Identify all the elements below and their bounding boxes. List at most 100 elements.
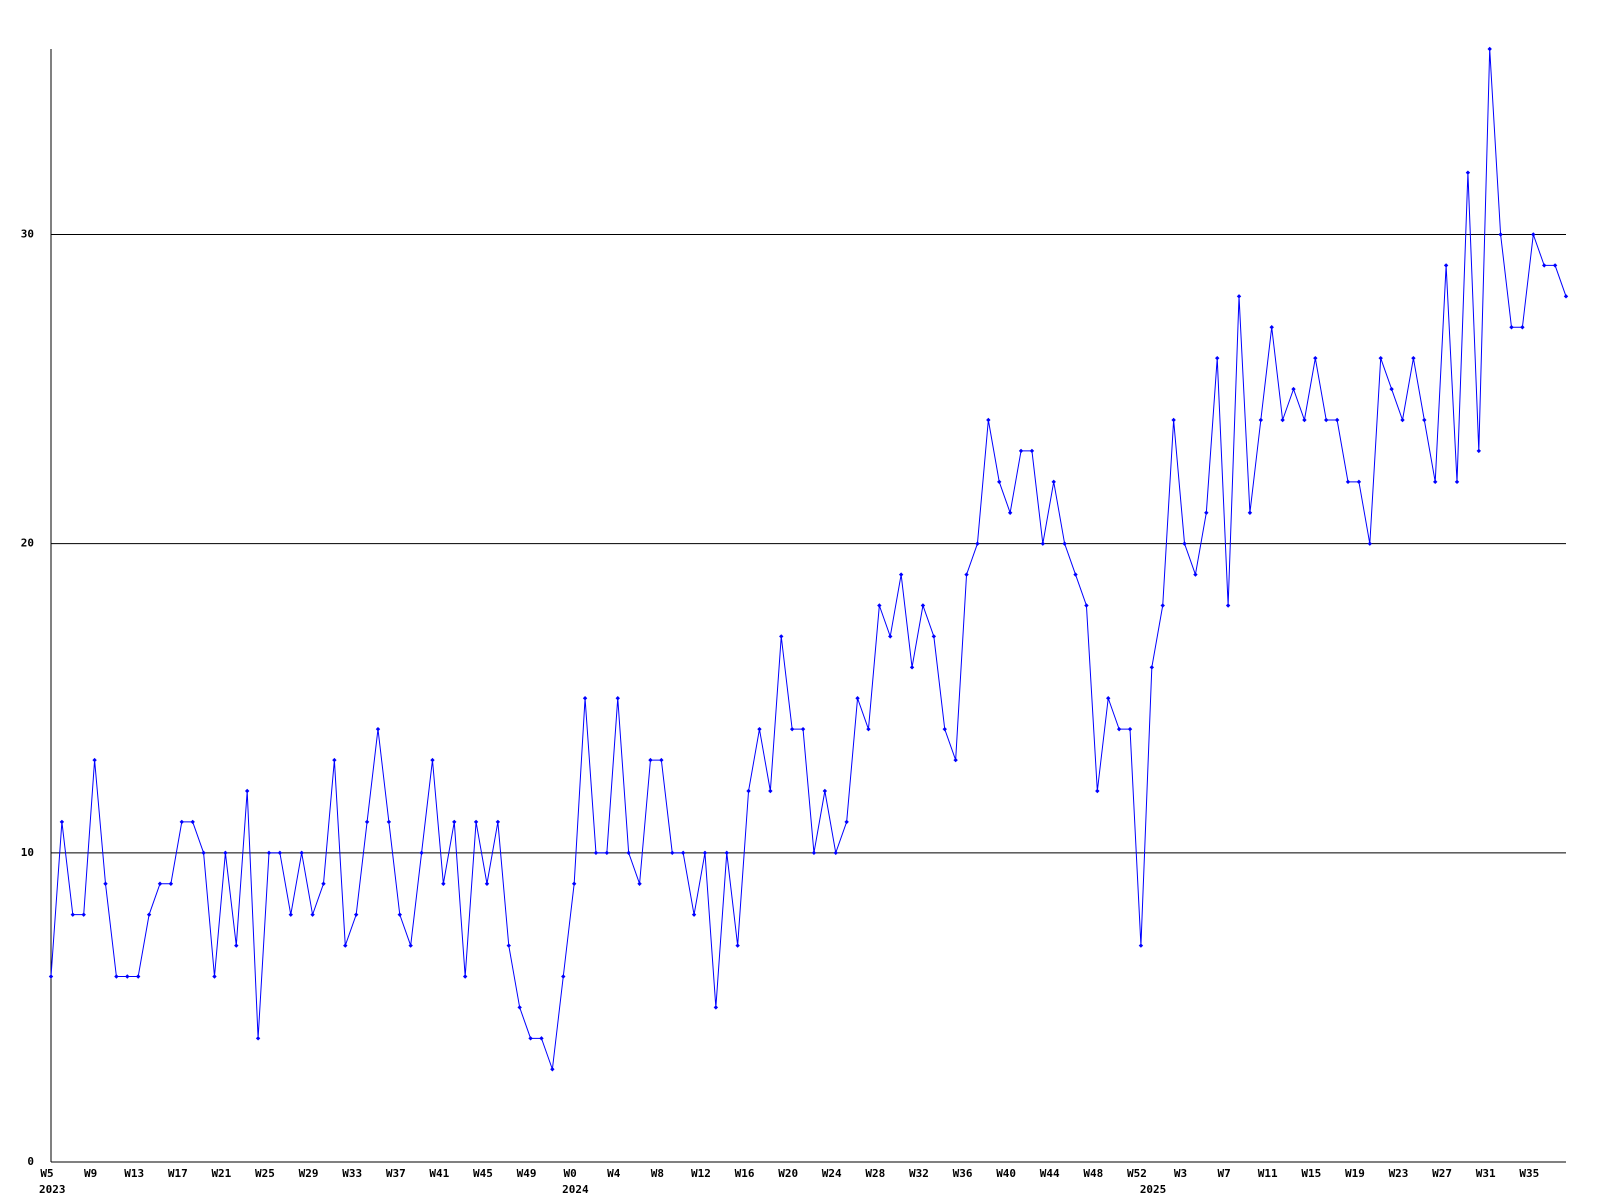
data-point — [452, 819, 457, 825]
data-point — [1018, 448, 1024, 454]
data-point — [1106, 696, 1111, 701]
y-tick-label: 20 — [21, 537, 34, 550]
data-point — [561, 974, 566, 979]
data-point — [288, 912, 293, 917]
data-point — [1149, 665, 1155, 670]
data-point — [986, 417, 991, 423]
data-point — [1062, 541, 1067, 546]
data-point — [92, 757, 97, 763]
data-point — [223, 850, 228, 856]
data-point — [931, 634, 937, 639]
x-tick-label: W31 — [1476, 1167, 1496, 1180]
x-group-label: 2023 — [39, 1183, 66, 1196]
x-tick-label: W32 — [909, 1167, 929, 1180]
data-point — [1160, 603, 1165, 608]
data-point — [779, 634, 784, 639]
x-tick-label: W48 — [1083, 1167, 1103, 1180]
data-point — [473, 819, 479, 825]
data-point — [212, 974, 217, 979]
y-tick-label: 0 — [27, 1155, 34, 1168]
data-point — [103, 881, 108, 886]
data-point — [343, 943, 348, 948]
data-point — [942, 726, 947, 732]
data-point — [1084, 603, 1089, 608]
data-point — [1498, 232, 1503, 237]
data-point — [997, 479, 1002, 485]
data-point — [70, 912, 75, 917]
data-point — [680, 850, 686, 856]
data-point — [637, 881, 642, 886]
data-point — [855, 696, 860, 701]
data-point — [691, 912, 697, 917]
x-tick-label: W5 — [40, 1167, 53, 1180]
x-tick-label: W45 — [473, 1167, 493, 1180]
data-point — [310, 912, 315, 917]
data-point — [898, 572, 904, 577]
data-point — [1487, 46, 1492, 52]
data-point — [1138, 943, 1144, 948]
data-point — [964, 572, 969, 577]
data-point — [1116, 726, 1122, 732]
data-point — [800, 726, 806, 732]
x-tick-label: W49 — [517, 1167, 537, 1180]
data-point — [1400, 417, 1405, 423]
data-point — [593, 850, 599, 856]
data-point — [1433, 479, 1438, 485]
data-point — [364, 819, 370, 825]
data-point — [234, 943, 239, 948]
y-tick-label: 10 — [21, 846, 34, 859]
data-point — [1531, 232, 1536, 237]
data-point — [419, 850, 424, 856]
data-point — [1389, 386, 1394, 392]
data-point — [321, 881, 326, 886]
data-point — [811, 850, 817, 856]
data-point — [255, 1036, 261, 1041]
x-tick-label: W9 — [84, 1167, 97, 1180]
data-point — [397, 912, 402, 917]
data-point — [1520, 325, 1525, 330]
x-tick-label: W19 — [1345, 1167, 1365, 1180]
data-point — [702, 850, 708, 856]
data-point — [266, 850, 272, 856]
data-point — [157, 881, 163, 886]
data-point — [462, 974, 468, 979]
data-point — [1182, 541, 1187, 546]
data-point — [48, 974, 54, 979]
data-point — [1324, 417, 1329, 423]
x-tick-label: W17 — [168, 1167, 188, 1180]
x-group-label: 2025 — [1140, 1183, 1167, 1196]
data-point — [81, 912, 86, 917]
data-point — [506, 943, 511, 948]
x-tick-label: W16 — [735, 1167, 755, 1180]
data-point — [114, 974, 119, 979]
data-point — [1215, 355, 1220, 361]
data-point — [332, 757, 337, 763]
x-tick-label: W23 — [1389, 1167, 1409, 1180]
x-tick-label: W4 — [607, 1167, 621, 1180]
data-point — [1127, 726, 1133, 732]
data-point — [626, 850, 631, 856]
data-point — [724, 850, 729, 856]
data-point — [495, 819, 501, 825]
data-point — [201, 850, 206, 856]
data-point — [1367, 541, 1373, 546]
data-point — [190, 819, 195, 825]
x-tick-label: W0 — [564, 1167, 577, 1180]
data-point — [757, 726, 762, 732]
x-tick-label: W44 — [1040, 1167, 1060, 1180]
data-point — [1345, 479, 1351, 485]
data-point — [615, 696, 620, 701]
data-point — [1040, 541, 1046, 546]
data-point — [353, 912, 359, 917]
x-tick-label: W29 — [299, 1167, 319, 1180]
x-tick-label: W7 — [1217, 1167, 1230, 1180]
x-tick-label: W21 — [211, 1167, 231, 1180]
data-point — [1411, 355, 1416, 361]
data-point — [375, 726, 381, 732]
data-point — [146, 912, 152, 917]
data-point — [713, 1005, 719, 1010]
data-point — [1236, 294, 1242, 299]
data-point — [822, 788, 828, 794]
